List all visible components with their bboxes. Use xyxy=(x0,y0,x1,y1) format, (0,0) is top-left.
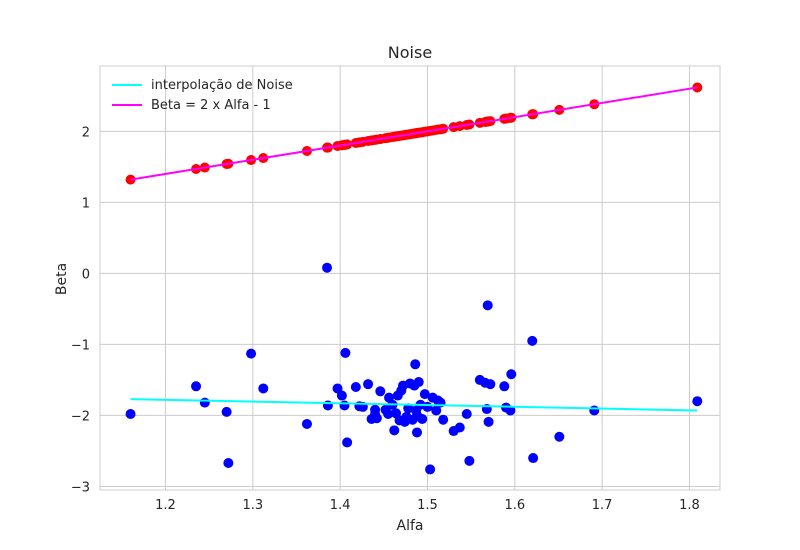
scatter-point xyxy=(383,409,394,420)
scatter-point xyxy=(413,377,424,388)
y-axis-label: Beta xyxy=(54,263,70,295)
legend: interpolação de Noise Beta = 2 x Alfa - … xyxy=(112,78,293,113)
scatter-point xyxy=(499,381,510,392)
scatter-point xyxy=(464,455,475,466)
scatter-point xyxy=(258,383,269,394)
scatter-point xyxy=(336,390,347,401)
scatter-point xyxy=(482,300,493,311)
scatter-point xyxy=(340,347,351,358)
scatter-point xyxy=(485,379,496,390)
scatter-point xyxy=(554,431,565,442)
scatter-point xyxy=(322,262,333,273)
scatter-point xyxy=(389,425,400,436)
scatter-point xyxy=(422,401,433,412)
y-tick-label: −1 xyxy=(71,338,90,353)
y-tick-label: −2 xyxy=(71,409,90,424)
scatter-point xyxy=(342,437,353,448)
scatter-point xyxy=(191,381,202,392)
legend-label-interpolation: interpolação de Noise xyxy=(151,78,293,93)
scatter-point xyxy=(431,405,442,416)
scatter-point xyxy=(589,405,600,416)
scatter-point xyxy=(221,406,232,417)
x-tick-label: 1.6 xyxy=(504,498,525,513)
scatter-point xyxy=(363,379,374,390)
grid-lines xyxy=(100,66,720,490)
scatter-point xyxy=(454,422,465,433)
scatter-point xyxy=(375,386,386,397)
scatter-point xyxy=(692,396,703,407)
scatter-point xyxy=(223,458,234,469)
plot-frame xyxy=(99,65,721,491)
scatter-point xyxy=(410,359,421,370)
scatter-point xyxy=(339,400,350,411)
scatter-point xyxy=(125,409,136,420)
x-tick-label: 1.5 xyxy=(417,498,438,513)
scatter-point xyxy=(246,348,257,359)
x-tick-label: 1.4 xyxy=(330,498,351,513)
y-tick-label: 0 xyxy=(82,267,90,282)
scatter-point xyxy=(461,409,472,420)
scatter-point xyxy=(301,418,312,429)
scatter-point xyxy=(419,389,430,400)
scatter-point xyxy=(411,427,422,438)
line-series-3 xyxy=(130,86,698,181)
legend-label-beta: Beta = 2 x Alfa - 1 xyxy=(151,98,271,113)
y-tick-label: −3 xyxy=(71,480,90,495)
scatter-point xyxy=(350,382,361,393)
scatter-point xyxy=(506,369,517,380)
scatter-point xyxy=(528,453,539,464)
data-layer xyxy=(125,82,703,475)
line-series-2 xyxy=(130,398,698,412)
scatter-point xyxy=(527,335,538,346)
y-tick-label: 2 xyxy=(82,125,90,140)
x-tick-label: 1.2 xyxy=(155,498,176,513)
y-tick-label: 1 xyxy=(82,196,90,211)
scatter-point xyxy=(417,413,428,424)
scatter-point xyxy=(425,464,436,475)
scatter-point xyxy=(403,403,414,414)
tick-labels: 1.2 1.3 1.4 1.5 1.6 1.7 1.8 −3 −2 −1 0 1 2 xyxy=(71,125,700,513)
scatter-point xyxy=(199,397,210,408)
scatter-point xyxy=(438,414,449,425)
chart-title: Noise xyxy=(388,43,432,62)
x-tick-label: 1.3 xyxy=(242,498,263,513)
scatter-point xyxy=(371,413,382,424)
x-axis-label: Alfa xyxy=(397,518,424,534)
scatter-point xyxy=(505,405,516,416)
x-tick-label: 1.7 xyxy=(592,498,613,513)
scatter-point xyxy=(483,416,494,427)
x-tick-label: 1.8 xyxy=(679,498,700,513)
